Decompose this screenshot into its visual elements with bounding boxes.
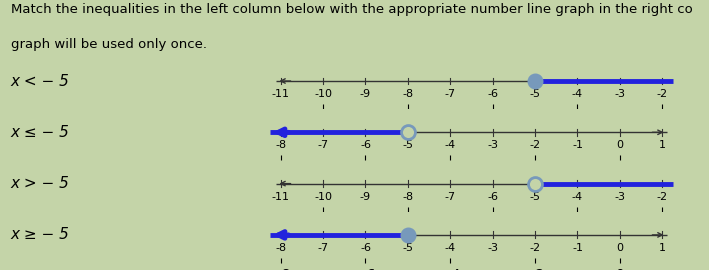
Text: 1: 1: [659, 140, 666, 150]
Text: -7: -7: [445, 89, 456, 99]
Text: -3: -3: [615, 89, 625, 99]
Text: -11: -11: [272, 89, 290, 99]
Text: -2: -2: [530, 243, 541, 253]
Text: -10: -10: [314, 192, 332, 202]
Text: -8: -8: [402, 89, 413, 99]
Text: -7: -7: [445, 192, 456, 202]
Text: -5: -5: [403, 140, 413, 150]
Text: -4: -4: [572, 89, 583, 99]
Text: -4: -4: [445, 243, 456, 253]
Text: -8: -8: [275, 140, 286, 150]
Text: -2: -2: [657, 192, 668, 202]
Text: -5: -5: [530, 192, 540, 202]
Text: -10: -10: [314, 89, 332, 99]
Text: -6: -6: [360, 243, 371, 253]
Text: 1: 1: [659, 243, 666, 253]
Text: -6: -6: [487, 192, 498, 202]
Text: -8: -8: [402, 192, 413, 202]
Text: x < − 5: x < − 5: [11, 73, 69, 89]
Text: x ≤ − 5: x ≤ − 5: [11, 125, 69, 140]
Text: -7: -7: [318, 243, 329, 253]
Text: 0: 0: [616, 140, 623, 150]
Text: Match the inequalities in the left column below with the appropriate number line: Match the inequalities in the left colum…: [11, 3, 693, 16]
Text: graph will be used only once.: graph will be used only once.: [11, 38, 206, 51]
Text: x ≥ − 5: x ≥ − 5: [11, 227, 69, 242]
Text: x > − 5: x > − 5: [11, 176, 69, 191]
Text: -3: -3: [615, 192, 625, 202]
Text: -6: -6: [487, 89, 498, 99]
Text: -2: -2: [530, 140, 541, 150]
Text: -5: -5: [530, 89, 540, 99]
Text: 0: 0: [616, 243, 623, 253]
Text: -1: -1: [572, 243, 583, 253]
Text: -7: -7: [318, 140, 329, 150]
Text: -9: -9: [360, 192, 371, 202]
Text: -1: -1: [572, 140, 583, 150]
Text: -3: -3: [487, 140, 498, 150]
Text: -5: -5: [403, 243, 413, 253]
Text: -2: -2: [657, 89, 668, 99]
Text: -9: -9: [360, 89, 371, 99]
Text: -4: -4: [572, 192, 583, 202]
Text: -6: -6: [360, 140, 371, 150]
Text: -11: -11: [272, 192, 290, 202]
Text: -4: -4: [445, 140, 456, 150]
Text: -8: -8: [275, 243, 286, 253]
Text: -3: -3: [487, 243, 498, 253]
